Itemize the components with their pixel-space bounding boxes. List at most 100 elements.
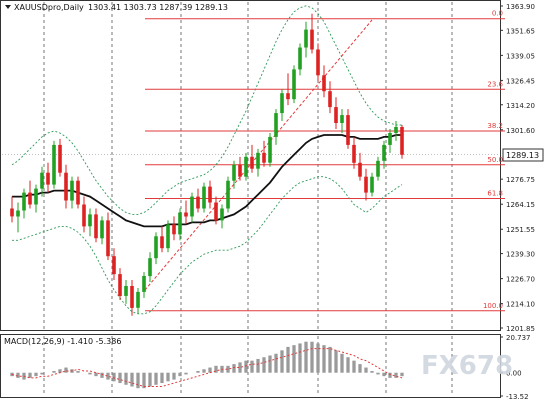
candle-body bbox=[148, 258, 152, 277]
candle bbox=[160, 226, 164, 253]
macd-indicator bbox=[10, 341, 404, 389]
candle bbox=[310, 13, 314, 54]
candle bbox=[142, 272, 146, 298]
candle-body bbox=[250, 156, 254, 169]
candle-body bbox=[166, 224, 170, 249]
candle-body bbox=[202, 186, 206, 209]
candle bbox=[370, 172, 374, 197]
candle bbox=[256, 148, 260, 177]
candle bbox=[298, 43, 302, 76]
candle bbox=[268, 132, 272, 167]
candle bbox=[22, 188, 26, 219]
candle bbox=[100, 216, 104, 245]
price-tick-label: 1351.65 bbox=[506, 27, 535, 35]
price-tick-label: 1276.75 bbox=[506, 176, 535, 184]
candle bbox=[148, 252, 152, 282]
watermark-text: FX678 bbox=[421, 351, 513, 381]
candle-body bbox=[88, 214, 92, 227]
candlesticks bbox=[10, 13, 404, 316]
price-axis[interactable]: 1363.90 1351.65 1339.05 1326.45 1314.20 1301.… bbox=[500, 3, 535, 333]
candle-body bbox=[316, 49, 320, 76]
candle-body bbox=[214, 202, 218, 221]
candle-body bbox=[370, 176, 374, 193]
candle-body bbox=[268, 136, 272, 163]
price-tick-label: 1326.45 bbox=[506, 77, 535, 85]
upper-band-line bbox=[11, 5, 402, 215]
fib-level-label: 23.6 bbox=[487, 80, 503, 88]
candle bbox=[400, 125, 404, 159]
candle bbox=[358, 152, 362, 181]
candle-body bbox=[34, 188, 38, 205]
candle-body bbox=[22, 192, 26, 211]
candle bbox=[106, 212, 110, 261]
candle bbox=[202, 182, 206, 213]
candle bbox=[316, 43, 320, 82]
envelope-bands bbox=[11, 5, 403, 315]
candle-body bbox=[346, 115, 350, 145]
candle-body bbox=[280, 93, 284, 114]
candle-body bbox=[328, 91, 332, 108]
candle bbox=[136, 287, 140, 314]
candle bbox=[388, 128, 392, 153]
candle-body bbox=[178, 212, 182, 235]
candle-body bbox=[220, 208, 224, 221]
candle-body bbox=[94, 214, 98, 239]
candle bbox=[274, 109, 278, 145]
price-tick-label: 1226.70 bbox=[506, 276, 535, 284]
candle bbox=[88, 208, 92, 237]
candle-body bbox=[238, 164, 242, 177]
fib-level-label: 50.0 bbox=[487, 156, 503, 164]
chart-collapse-icon[interactable] bbox=[5, 5, 11, 9]
candle-body bbox=[52, 144, 56, 185]
candle-body bbox=[58, 144, 62, 173]
candle bbox=[394, 121, 398, 141]
candle-body bbox=[10, 208, 14, 217]
candle bbox=[376, 156, 380, 181]
candle-body bbox=[40, 172, 44, 189]
candle-body bbox=[340, 115, 344, 123]
candle bbox=[214, 196, 218, 225]
fibonacci-levels[interactable]: 0.0 23.6 38.2 50.0 61.8 100.0 bbox=[145, 10, 505, 312]
candle bbox=[16, 202, 20, 233]
macd-header-label: MACD(12,26,9) -1.410 -5.386 bbox=[4, 337, 121, 346]
candle-body bbox=[274, 113, 278, 137]
macd-axis[interactable]: 20.737 0.00 -13.52 bbox=[500, 334, 531, 400]
candle bbox=[10, 196, 14, 223]
current-price-tag: 1289.13 bbox=[502, 148, 544, 162]
candle bbox=[40, 166, 44, 197]
candle bbox=[52, 140, 56, 189]
candle-body bbox=[400, 127, 404, 155]
price-tick-label: 1301.60 bbox=[506, 127, 535, 135]
candle bbox=[364, 168, 368, 201]
fib-level-label: 0.0 bbox=[492, 10, 503, 18]
price-tick-label: 1239.30 bbox=[506, 251, 535, 259]
candle bbox=[208, 180, 212, 209]
candle-body bbox=[226, 180, 230, 209]
candle-body bbox=[46, 172, 50, 185]
candle-body bbox=[376, 160, 380, 177]
candle bbox=[238, 156, 242, 181]
candle-body bbox=[82, 204, 86, 227]
symbol-label: XAUUSDpro,Daily bbox=[14, 3, 84, 12]
candle-body bbox=[292, 69, 296, 100]
chart-header: XAUUSDpro,Daily 1303.41 1303.73 1287.39 … bbox=[5, 3, 228, 12]
candle bbox=[262, 140, 266, 167]
candle-body bbox=[28, 192, 32, 205]
candle-body bbox=[196, 196, 200, 209]
fib-level-label: 61.8 bbox=[487, 190, 503, 198]
candle bbox=[118, 268, 122, 300]
candle bbox=[172, 216, 176, 241]
candle-body bbox=[322, 75, 326, 92]
candle-body bbox=[244, 156, 248, 177]
ohlc-readout: 1303.41 1303.73 1287.39 1289.13 bbox=[88, 3, 228, 12]
price-tick-label: 1314.20 bbox=[506, 102, 535, 110]
candle bbox=[334, 97, 338, 129]
fib-level-label: 100.0 bbox=[483, 302, 503, 310]
candle-body bbox=[172, 224, 176, 235]
price-tick-label: 1363.90 bbox=[506, 3, 535, 11]
candle bbox=[82, 196, 86, 233]
candle-body bbox=[64, 172, 68, 201]
price-tick-label: 1264.15 bbox=[506, 201, 535, 209]
